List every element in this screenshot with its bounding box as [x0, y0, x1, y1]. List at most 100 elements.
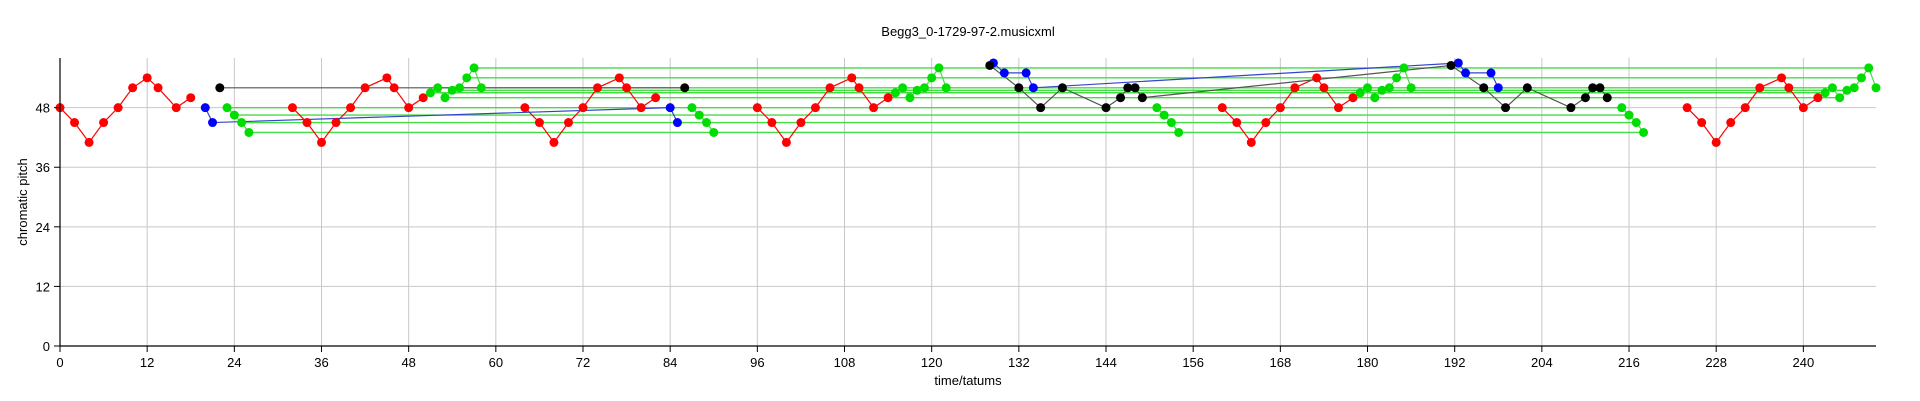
- green-series-line: [691, 107, 715, 133]
- green-note-point: [927, 73, 937, 83]
- x-tick-label: 240: [1793, 355, 1815, 370]
- red-note-point: [869, 103, 879, 113]
- green-note-point: [237, 118, 247, 128]
- x-tick-label: 36: [314, 355, 328, 370]
- green-note-point: [1392, 73, 1402, 83]
- black-note-point: [1101, 103, 1111, 113]
- red-note-point: [418, 93, 428, 103]
- x-tick-label: 180: [1357, 355, 1379, 370]
- black-note-point: [1479, 83, 1489, 93]
- red-note-point: [1348, 93, 1358, 103]
- green-note-point: [905, 93, 915, 103]
- black-note-point: [1588, 83, 1598, 93]
- red-note-point: [70, 118, 80, 128]
- red-note-point: [1312, 73, 1322, 83]
- black-note-point: [1566, 103, 1576, 113]
- green-note-point: [469, 63, 479, 73]
- red-note-point: [1740, 103, 1750, 113]
- red-note-point: [1697, 118, 1707, 128]
- red-note-point: [549, 137, 559, 147]
- green-note-point: [440, 93, 450, 103]
- red-series-line: [756, 77, 889, 144]
- green-note-point: [1384, 83, 1394, 93]
- red-note-point: [1217, 103, 1227, 113]
- red-note-point: [1813, 93, 1823, 103]
- red-series-line: [1221, 77, 1354, 144]
- red-note-point: [1290, 83, 1300, 93]
- blue-series-line: [204, 107, 678, 124]
- green-note-point: [1849, 83, 1859, 93]
- black-note-point: [1137, 93, 1147, 103]
- black-note-point: [1580, 93, 1590, 103]
- y-tick-label: 12: [36, 279, 50, 294]
- green-note-point: [941, 83, 951, 93]
- red-note-point: [593, 83, 603, 93]
- red-series-line: [292, 77, 424, 144]
- red-note-point: [128, 83, 138, 93]
- green-note-point: [1856, 73, 1866, 83]
- green-note-point: [1871, 83, 1881, 93]
- green-note-point: [1166, 118, 1176, 128]
- blue-note-point: [672, 118, 682, 128]
- x-tick-label: 96: [750, 355, 764, 370]
- red-note-point: [796, 118, 806, 128]
- blue-note-point: [1453, 58, 1463, 68]
- blue-note-point: [1021, 68, 1031, 78]
- x-tick-label: 216: [1618, 355, 1640, 370]
- red-note-point: [883, 93, 893, 103]
- x-tick-label: 48: [401, 355, 415, 370]
- red-note-point: [1777, 73, 1787, 83]
- y-tick-label: 36: [36, 160, 50, 175]
- ticks: 0 12 24 36 48 60 72 84 96 108 120 132 144 156 168 180 19…: [36, 101, 1815, 370]
- red-note-point: [1711, 137, 1721, 147]
- green-note-point: [462, 73, 472, 83]
- green-note-point: [447, 85, 457, 95]
- green-note-point: [1617, 103, 1627, 113]
- green-note-point: [934, 63, 944, 73]
- x-tick-label: 72: [576, 355, 590, 370]
- green-note-point: [1639, 127, 1649, 137]
- chart-title: Begg3_0-1729-97-2.musicxml: [881, 24, 1055, 39]
- y-tick-label: 24: [36, 220, 50, 235]
- red-note-point: [360, 83, 370, 93]
- x-tick-label: 84: [663, 355, 677, 370]
- red-note-point: [113, 103, 123, 113]
- red-note-point: [302, 118, 312, 128]
- x-tick-label: 12: [140, 355, 154, 370]
- green-note-point: [229, 110, 239, 120]
- x-axis-label: time/tatums: [934, 373, 1002, 388]
- red-note-point: [1682, 103, 1692, 113]
- blue-note-point: [200, 103, 210, 113]
- green-note-point: [1842, 85, 1852, 95]
- x-tick-label: 192: [1444, 355, 1466, 370]
- red-note-point: [636, 103, 646, 113]
- green-note-point: [1631, 118, 1641, 128]
- red-note-point: [99, 118, 109, 128]
- y-tick-label: 0: [43, 339, 50, 354]
- red-note-point: [1232, 118, 1242, 128]
- red-note-point: [614, 73, 624, 83]
- red-note-point: [287, 103, 297, 113]
- red-note-point: [825, 83, 835, 93]
- green-note-point: [1152, 103, 1162, 113]
- red-note-point: [1726, 118, 1736, 128]
- red-note-point: [1798, 103, 1808, 113]
- blue-note-point: [665, 103, 675, 113]
- x-tick-label: 132: [1008, 355, 1030, 370]
- green-note-point: [912, 85, 922, 95]
- black-note-point: [1446, 60, 1456, 70]
- red-note-point: [651, 93, 661, 103]
- green-note-point: [694, 110, 704, 120]
- green-note-point: [701, 118, 711, 128]
- green-note-point: [890, 88, 900, 98]
- red-series-line: [524, 77, 656, 144]
- red-note-point: [563, 118, 573, 128]
- green-note-point: [1363, 83, 1373, 93]
- black-note-point: [1130, 83, 1140, 93]
- x-tick-label: 60: [489, 355, 503, 370]
- pitch-series: [55, 58, 1881, 147]
- green-note-point: [455, 83, 465, 93]
- green-series-line: [226, 107, 250, 133]
